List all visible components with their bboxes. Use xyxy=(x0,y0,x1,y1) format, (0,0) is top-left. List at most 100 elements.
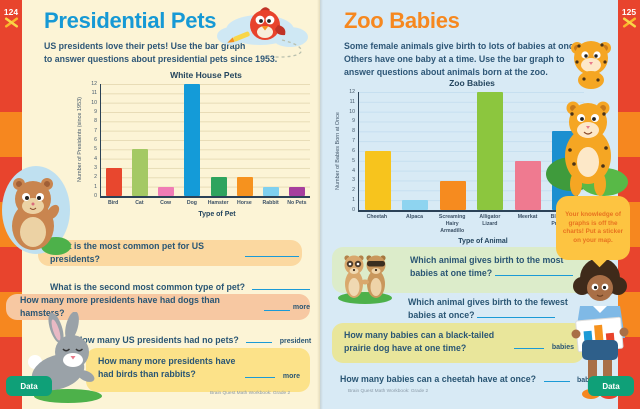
question-box-3: How many babies can a black-tailed prair… xyxy=(332,323,584,363)
x-tick: Alligator Lizard xyxy=(479,214,501,227)
question-box-5: How many more presidents have had birds … xyxy=(86,348,310,392)
question-text: babies at one time? xyxy=(410,268,493,279)
answer-blank-q1[interactable] xyxy=(245,249,299,257)
x-axis-ticks: Bird Cat Cow Dog Hamster Horse Rabbit No Pets xyxy=(100,200,310,207)
chart-title: White House Pets xyxy=(170,70,242,80)
strip-segment: 124 xyxy=(0,0,22,112)
x-tick: Meerkat xyxy=(517,214,538,220)
question-box-1: What is the most common pet for US presi… xyxy=(38,240,302,266)
question-4: How many US presidents had no pets? pres… xyxy=(76,330,311,348)
bar-screaming-hairy-armadillo xyxy=(439,180,466,210)
bar-cow xyxy=(158,186,175,196)
badge-label: Data xyxy=(20,381,38,391)
y-axis-label: Number of Babies Born at Once xyxy=(335,112,341,190)
white-house-pets-chart: White House Pets Number of Presidents (s… xyxy=(77,70,310,218)
crossed-pencils-icon xyxy=(4,17,18,28)
bar-alpaca xyxy=(402,200,429,210)
answer-blank-q2[interactable] xyxy=(252,282,311,290)
footer-text: Brain Quest Math Workbook: Grade 2 xyxy=(348,389,429,394)
x-tick: Bird xyxy=(107,200,119,206)
y-axis-ticks: 12 11 10 9 8 7 6 5 4 3 2 1 0 xyxy=(349,89,355,213)
strip-segment xyxy=(618,292,640,337)
zoo-babies-chart: Zoo Babies Number of Babies Born at Once… xyxy=(335,78,584,246)
x-tick: No Pets xyxy=(287,200,307,206)
strip-segment xyxy=(0,112,22,157)
x-axis-label: Type of Pet xyxy=(198,210,236,218)
bar-cat xyxy=(132,149,149,196)
question-text: had birds than rabbits? xyxy=(98,369,196,380)
answer-blank-q3[interactable] xyxy=(514,341,545,349)
answer-unit: babies xyxy=(551,344,574,351)
intro-line: Some female animals give birth to lots o… xyxy=(344,41,582,51)
x-tick: Cat xyxy=(135,200,144,206)
page-number-left: 124 xyxy=(3,7,19,17)
data-category-badge: Data xyxy=(588,376,634,396)
crossed-pencils-icon xyxy=(622,17,636,28)
intro-line: answer questions about animals born at t… xyxy=(344,66,548,77)
answer-blank-q4[interactable] xyxy=(543,374,570,382)
question-text: How many more presidents have had dogs t… xyxy=(20,294,220,318)
bar-hamster xyxy=(210,177,227,196)
bar-meerkat xyxy=(514,160,541,210)
bar-dog xyxy=(184,84,201,196)
x-axis-ticks: Cheetah Alpaca Screaming Hairy Armadillo Al… xyxy=(358,214,584,234)
hamster-illustration xyxy=(2,166,71,255)
answer-blank-q4[interactable] xyxy=(246,335,273,343)
bar-horse xyxy=(236,177,253,196)
x-tick: Hamster xyxy=(207,200,229,206)
question-text: How many babies can a black-tailed xyxy=(344,330,495,340)
bird-illustration xyxy=(217,7,308,58)
data-category-badge: Data xyxy=(6,376,52,396)
x-tick: Dog xyxy=(186,200,197,206)
bar-alligator-lizard xyxy=(477,92,504,210)
x-tick: Cow xyxy=(160,200,172,206)
question-2: What is the second most common type of p… xyxy=(50,277,313,295)
question-text: How many babies can a cheetah have at on… xyxy=(340,374,537,384)
bar-rabbit xyxy=(262,186,279,196)
chart-title: Zoo Babies xyxy=(449,78,495,88)
bar-no-pets xyxy=(288,186,305,196)
bubble-text: Your knowledge of graphs is off the char… xyxy=(562,211,624,244)
x-tick: Cheetah xyxy=(366,214,388,220)
page-title-right: Zoo Babies xyxy=(344,8,460,33)
leopards-illustration xyxy=(546,41,628,196)
plot-area xyxy=(358,92,584,212)
question-2: Which animal gives birth to the fewest b… xyxy=(408,296,568,322)
question-text: prairie dog have at one time? xyxy=(344,343,467,354)
answer-unit: more xyxy=(292,303,310,311)
x-tick: Rabbit xyxy=(262,200,279,206)
question-text: babies at once? xyxy=(408,309,568,322)
answer-blank-q5[interactable] xyxy=(245,370,276,378)
x-tick: Horse xyxy=(237,200,252,206)
x-tick: Screaming Hairy Armadillo xyxy=(438,214,466,234)
page-number-right: 125 xyxy=(621,7,637,17)
page-title-left: Presidential Pets xyxy=(44,8,217,33)
strip-segment: 125 xyxy=(618,0,640,112)
question-4: How many babies can a cheetah have at on… xyxy=(340,369,599,387)
answer-unit: more xyxy=(282,373,300,380)
question-text: babies at once? xyxy=(408,310,475,321)
intro-line: US presidents love their pets! Use the b… xyxy=(44,41,246,51)
badge-label: Data xyxy=(602,381,620,391)
answer-blank-q3[interactable] xyxy=(264,303,290,311)
x-axis-label: Type of Animal xyxy=(458,238,508,246)
answer-blank-q1[interactable] xyxy=(495,268,574,277)
y-axis-ticks: 12 11 10 9 8 7 6 5 4 3 2 1 0 xyxy=(91,81,97,199)
intro-text-right: Some female animals give birth to lots o… xyxy=(344,40,594,78)
bar-cheetah xyxy=(364,151,391,210)
intro-line: Others have one baby at a time. Use the … xyxy=(344,53,565,64)
question-text: How many US presidents had no pets? xyxy=(76,335,239,345)
question-text: babies at one time? xyxy=(410,267,584,280)
strip-segment xyxy=(0,247,22,292)
answer-unit: president xyxy=(279,338,312,345)
question-text: Which animal gives birth to the fewest xyxy=(408,297,568,307)
meerkats-illustration xyxy=(338,255,392,304)
footer-text: Brain Quest Math Workbook: Grade 2 xyxy=(210,391,291,396)
page-gutter xyxy=(317,0,323,409)
intro-line: to answer questions about presidential p… xyxy=(44,53,278,64)
question-box-3: How many more presidents have had dogs t… xyxy=(6,294,310,320)
question-text: Which animal gives birth to the most xyxy=(410,255,564,265)
x-tick: Alpaca xyxy=(406,214,424,220)
answer-blank-q2[interactable] xyxy=(477,310,556,319)
